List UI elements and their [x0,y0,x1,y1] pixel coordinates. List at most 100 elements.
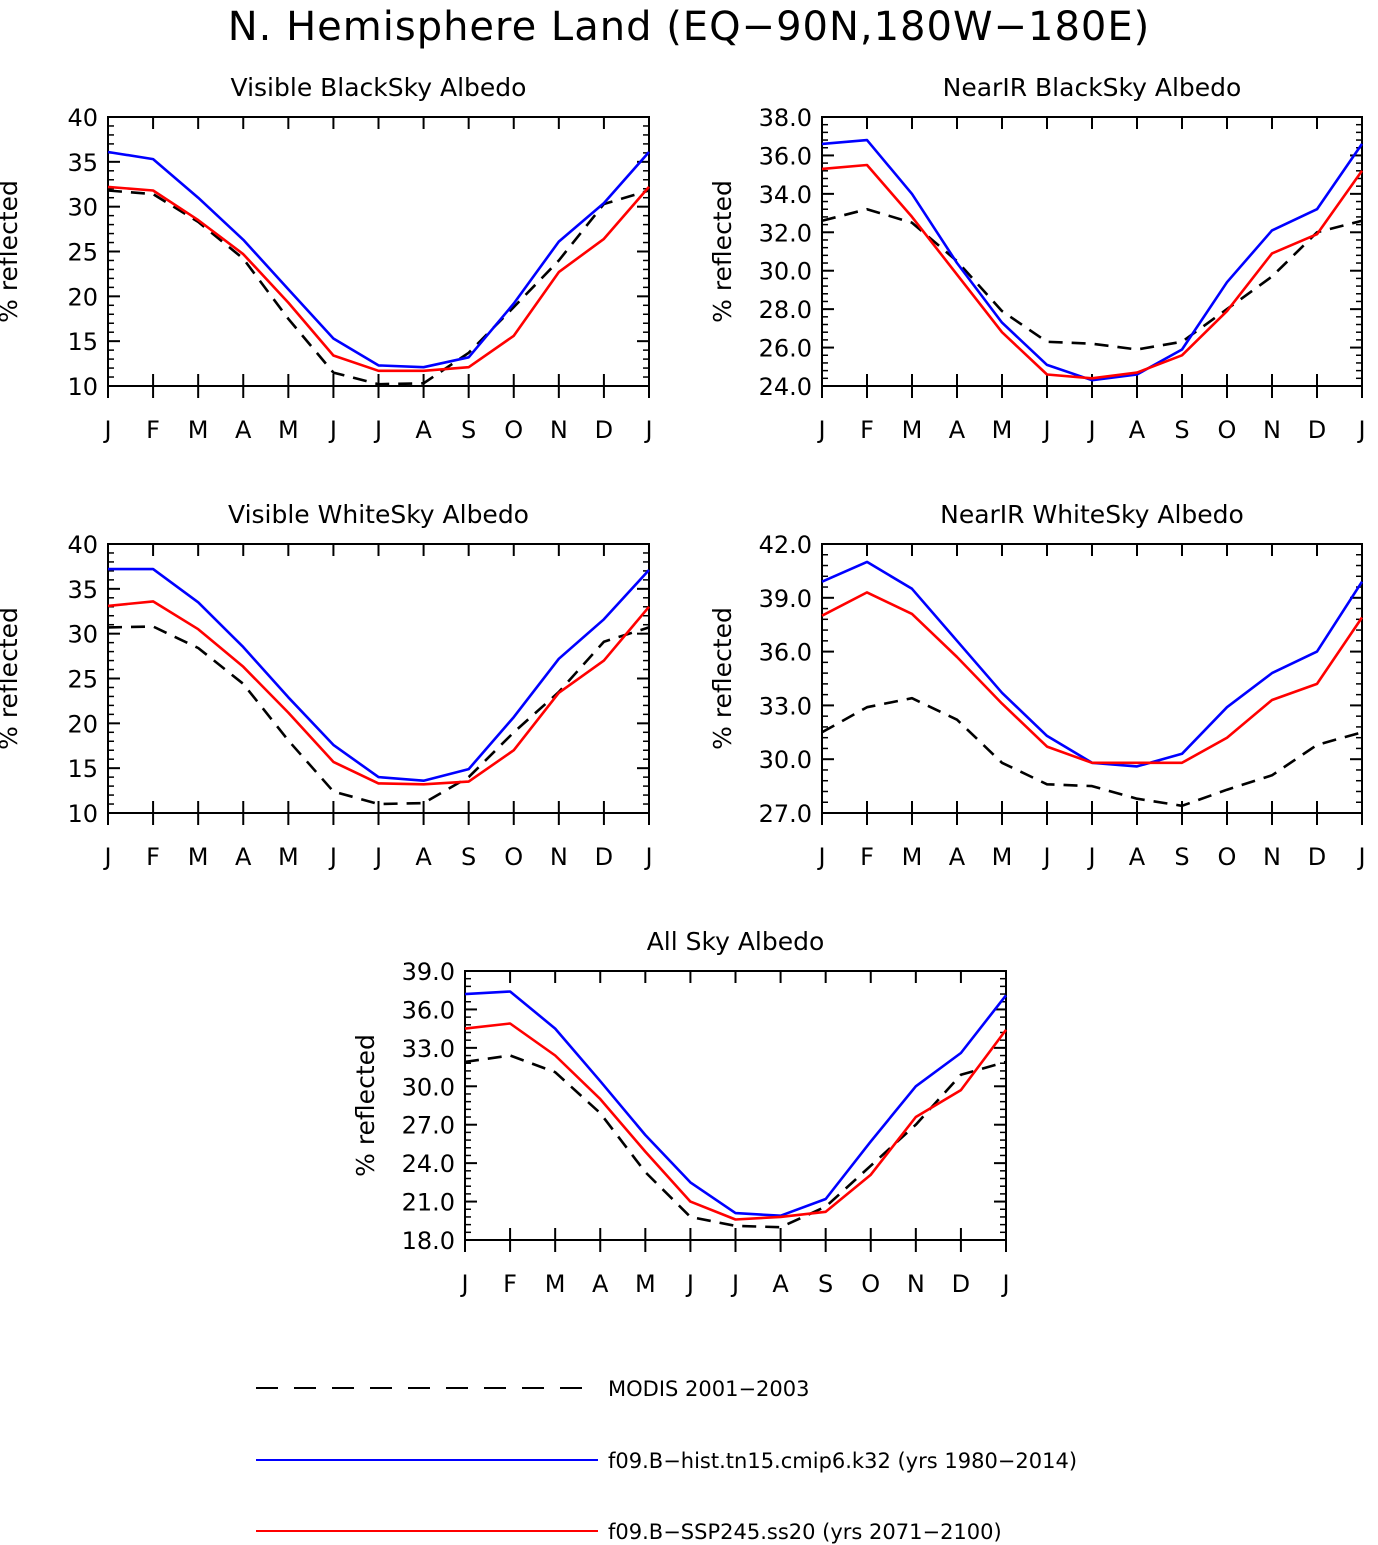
x-tick-label: M [188,843,209,871]
series-line-ssp [821,163,1364,380]
x-tick-label: O [504,416,523,444]
x-tick-label: J [1041,416,1050,444]
series-line-modis [821,696,1363,808]
panels: Visible BlackSky Albedo% reflectedJFMAMJ… [0,73,1366,1298]
y-tick-label: 40 [67,104,98,132]
x-tick-label: S [818,1270,833,1298]
x-tick-label: A [592,1270,609,1298]
x-tick-label: M [635,1270,656,1298]
y-tick-label: 38.0 [759,104,812,132]
x-tick-label: F [503,1270,517,1298]
x-tick-label: J [643,843,652,871]
y-tick-label: 15 [67,755,98,783]
y-tick-label: 35 [67,576,98,604]
y-tick-label: 24.0 [759,373,812,401]
x-tick-label: J [1086,416,1095,444]
y-tick-label: 25 [67,239,98,267]
x-tick-label: M [902,843,923,871]
series-line-ssp [107,600,650,786]
panel-title: NearIR WhiteSky Albedo [940,500,1244,529]
x-tick-label: N [1263,843,1281,871]
x-tick-label: F [146,843,160,871]
x-tick-label: D [1308,416,1326,444]
x-tick-label: D [1308,843,1326,871]
y-axis-label: % reflected [0,180,23,323]
y-tick-label: 30 [67,194,98,222]
series-line-hist [821,138,1364,382]
y-tick-label: 32.0 [759,219,812,247]
x-tick-label: J [102,843,111,871]
x-tick-label: A [235,843,252,871]
y-tick-label: 26.0 [759,335,812,363]
legend-item-modis: MODIS 2001−2003 [256,1377,810,1401]
x-tick-label: M [902,416,923,444]
x-tick-label: J [373,416,382,444]
series-line-ssp [464,1022,1008,1221]
plot-frame [107,116,650,387]
x-tick-label: S [461,416,476,444]
x-tick-label: A [1129,843,1146,871]
x-tick-label: J [685,1270,694,1298]
x-tick-label: O [504,843,523,871]
y-tick-label: 18.0 [402,1227,455,1255]
x-tick-label: J [373,843,382,871]
series-line-modis [821,207,1363,351]
y-axis-label: % reflected [708,607,737,750]
x-tick-label: O [1218,843,1237,871]
x-tick-label: F [146,416,160,444]
y-axis-label: % reflected [0,607,23,750]
x-tick-label: A [772,1270,789,1298]
y-tick-label: 20 [67,710,98,738]
x-tick-label: S [1174,416,1189,444]
y-tick-label: 15 [67,328,98,356]
y-axis-label: % reflected [708,180,737,323]
x-tick-label: O [861,1270,880,1298]
y-tick-label: 30.0 [759,258,812,286]
x-tick-label: J [730,1270,739,1298]
x-tick-label: S [461,843,476,871]
y-tick-label: 39.0 [402,958,455,986]
y-tick-label: 36.0 [402,996,455,1024]
series-line-hist [107,150,650,369]
y-tick-label: 30.0 [402,1073,455,1101]
y-tick-label: 10 [67,800,98,828]
y-tick-label: 24.0 [402,1150,455,1178]
x-tick-label: J [459,1270,468,1298]
series-line-hist [464,990,1008,1217]
x-tick-label: N [1263,416,1281,444]
legend-item-ssp: f09.B−SSP245.ss20 (yrs 2071−2100) [256,1520,1002,1544]
y-tick-label: 10 [67,373,98,401]
legend-label: f09.B−hist.tn15.cmip6.k32 (yrs 1980−2014… [608,1449,1077,1473]
y-tick-label: 30 [67,621,98,649]
y-tick-label: 33.0 [402,1035,455,1063]
y-tick-label: 28.0 [759,296,812,324]
plot-frame [107,543,650,814]
y-tick-label: 40 [67,531,98,559]
y-tick-label: 35 [67,149,98,177]
x-tick-label: D [595,843,613,871]
panel-3: Visible WhiteSky Albedo% reflectedJFMAMJ… [0,500,653,871]
x-tick-label: A [1129,416,1146,444]
x-tick-label: A [949,843,966,871]
y-tick-label: 33.0 [759,692,812,720]
legend: MODIS 2001−2003 f09.B−hist.tn15.cmip6.k32… [256,1377,1077,1544]
x-tick-label: J [816,416,825,444]
x-tick-label: J [1356,416,1365,444]
series-line-modis [107,189,650,386]
series-line-hist [108,567,650,783]
x-tick-label: M [278,843,299,871]
x-tick-label: J [328,416,337,444]
x-tick-label: S [1174,843,1189,871]
x-tick-label: N [907,1270,925,1298]
x-tick-label: M [992,843,1013,871]
x-tick-label: M [992,416,1013,444]
x-tick-label: D [595,416,613,444]
x-tick-label: J [1000,1270,1009,1298]
x-tick-label: A [415,843,432,871]
x-tick-label: J [328,843,337,871]
y-tick-label: 30.0 [759,746,812,774]
x-tick-label: J [1086,843,1095,871]
panel-title: NearIR BlackSky Albedo [943,73,1242,102]
